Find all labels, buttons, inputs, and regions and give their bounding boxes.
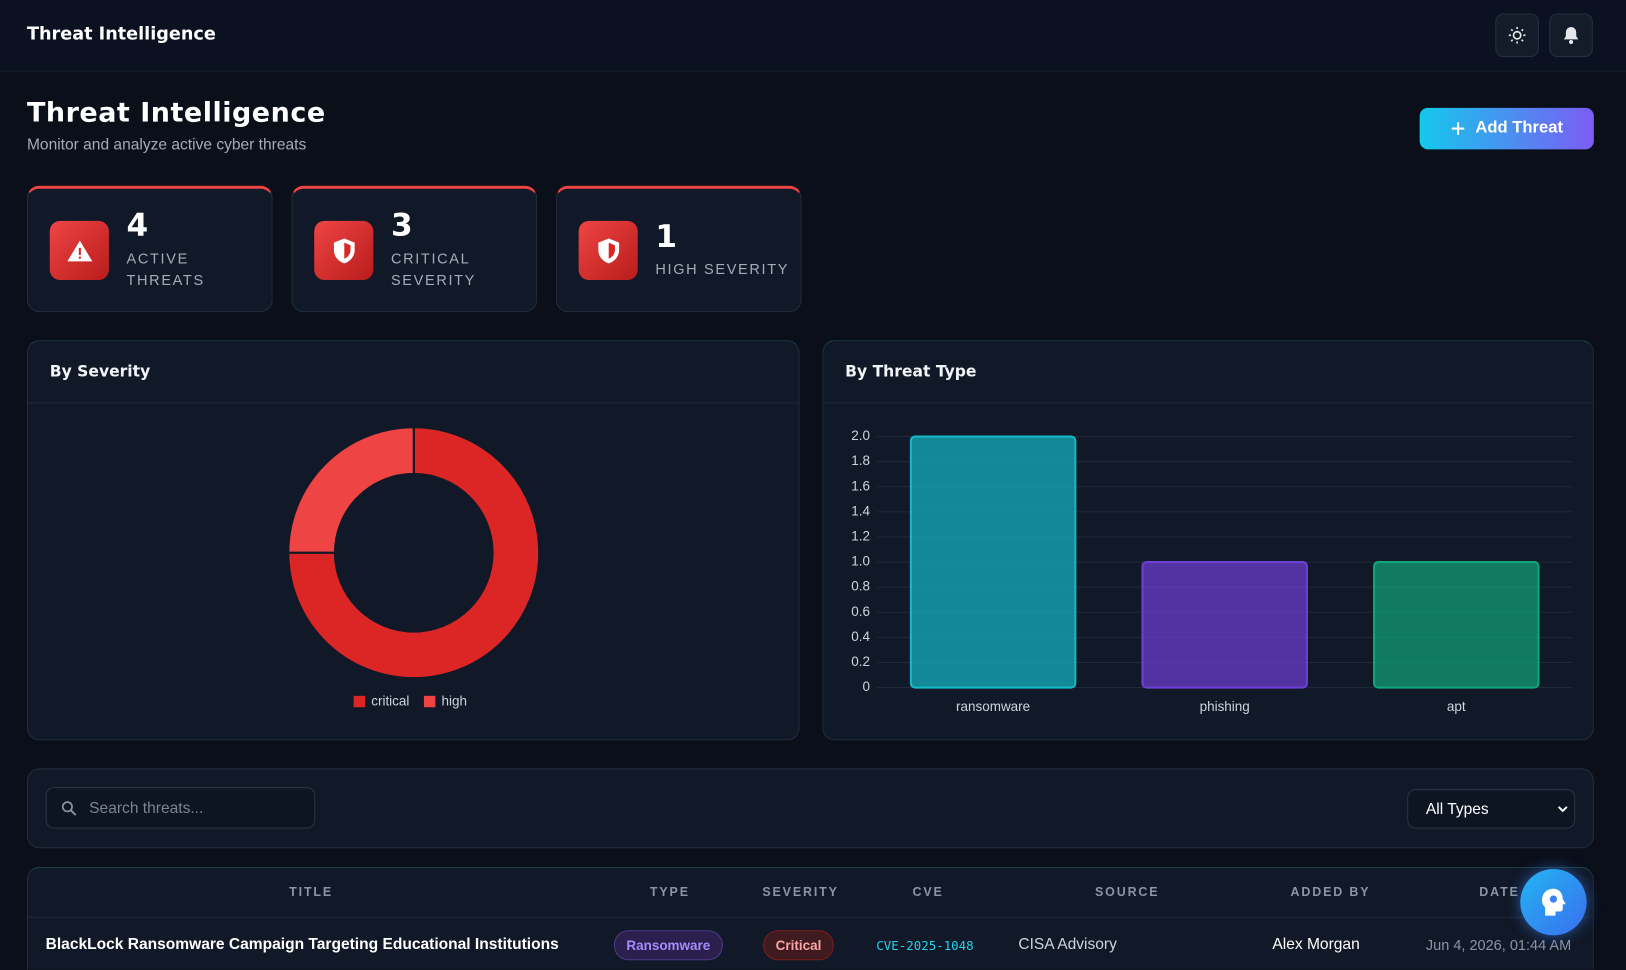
separator: [823, 402, 1593, 404]
column-header: TYPE: [649, 884, 690, 900]
y-tick-label: 1.0: [851, 554, 870, 569]
y-tick-label: 1.2: [851, 529, 870, 544]
panel-title: By Threat Type: [845, 361, 977, 381]
date: Jun 4, 2026, 01:44 AM: [1425, 936, 1572, 954]
select-value: All Types: [1425, 800, 1489, 819]
y-tick-label: 0.6: [851, 604, 870, 619]
legend-label: high: [442, 694, 467, 709]
assistant-icon: [1542, 888, 1566, 916]
legend-swatch: [353, 695, 366, 708]
stat-label-line: CRITICAL: [390, 249, 471, 267]
search-icon: [61, 801, 77, 816]
column-header: TITLE: [289, 884, 334, 900]
severity-badge: Critical: [763, 930, 834, 961]
shield-icon: [578, 220, 638, 280]
stat-label: ACTIVE THREATS: [127, 248, 205, 292]
y-tick-label: 0.8: [851, 579, 870, 594]
stat-card: 1 HIGH SEVERITY: [555, 185, 802, 313]
stat-value: 3: [390, 207, 413, 244]
warning-icon: [49, 220, 109, 280]
stat-label-line: THREATS: [126, 271, 205, 289]
x-tick-label: phishing: [1200, 699, 1250, 714]
y-tick-label: 0: [863, 679, 871, 694]
panel-title: By Severity: [49, 361, 151, 381]
add-threat-button[interactable]: Add Threat: [1419, 107, 1594, 150]
theme-toggle[interactable]: [1495, 13, 1539, 58]
shield-icon: [314, 220, 374, 280]
bar: [1373, 561, 1540, 689]
stat-value: 4: [126, 207, 149, 244]
search-placeholder: Search threats...: [89, 799, 204, 818]
type-select[interactable]: All Types: [1407, 789, 1576, 829]
donut-slice: [287, 426, 415, 554]
donut-slice: [287, 426, 541, 680]
y-tick-label: 1.8: [851, 453, 870, 468]
column-header: SEVERITY: [762, 884, 839, 900]
row-title: BlackLock Ransomware Campaign Targeting …: [45, 935, 559, 954]
notifications-button[interactable]: [1549, 13, 1593, 58]
legend-label: critical: [371, 694, 409, 709]
stat-label-line: HIGH SEVERITY: [655, 260, 790, 277]
page-subtitle: Monitor and analyze active cyber threats: [26, 135, 307, 154]
stat-value: 1: [655, 218, 678, 256]
bar-chart: 0 0.2 0.4 0.6 0.8 1.0 1.2 1.4 1.6 1.8 2.0 ransomwar…: [851, 428, 1573, 714]
x-tick-label: ransomware: [956, 699, 1030, 714]
filter-bar: Search threats... All Types: [26, 768, 1594, 849]
stat-card: 4 ACTIVE THREATS: [26, 185, 273, 313]
y-tick-label: 0.4: [851, 629, 870, 644]
added-by: Alex Morgan: [1272, 935, 1360, 954]
bell-icon: [1563, 26, 1579, 45]
page-title: Threat Intelligence: [26, 97, 326, 129]
x-tick-label: apt: [1447, 699, 1466, 714]
type-badge: Ransomware: [613, 930, 723, 961]
chevron: [1557, 806, 1568, 813]
column-header: DATE: [1479, 884, 1520, 900]
source: CISA Advisory: [1018, 935, 1117, 954]
donut-chart: critical high: [287, 426, 541, 709]
top-bar: Threat Intelligence: [0, 0, 1626, 72]
column-header: SOURCE: [1094, 884, 1160, 900]
column-header: CVE: [912, 884, 944, 900]
search-input[interactable]: Search threats...: [45, 787, 316, 829]
stat-label: CRITICAL SEVERITY: [391, 248, 476, 292]
bar: [1141, 561, 1308, 689]
severity-panel: By Severity critical high: [26, 340, 800, 741]
sun-icon: [1508, 26, 1526, 44]
header-separator: [27, 916, 1593, 918]
y-tick-label: 1.4: [851, 503, 870, 518]
y-tick-label: 2.0: [851, 428, 870, 443]
cve-id: CVE-2025-1048: [876, 938, 974, 954]
separator: [27, 402, 799, 404]
stat-card: 3 CRITICAL SEVERITY: [291, 185, 538, 313]
plus-icon: [1451, 122, 1465, 135]
stat-label-line: SEVERITY: [390, 271, 477, 289]
app-title: Threat Intelligence: [26, 23, 216, 45]
assistant-button[interactable]: [1520, 869, 1587, 936]
add-threat-label: Add Threat: [1475, 119, 1563, 137]
y-tick-label: 1.6: [851, 478, 870, 493]
stat-label: HIGH SEVERITY: [655, 258, 789, 280]
y-tick-label: 0.2: [851, 654, 870, 669]
stat-label-line: ACTIVE: [126, 249, 189, 267]
bar: [909, 435, 1077, 689]
column-header: ADDED BY: [1290, 884, 1371, 900]
legend-swatch: [423, 695, 436, 708]
type-panel: By Threat Type 0 0.2 0.4 0.6 0.8 1.0 1.2 1.4 1.6…: [822, 340, 1594, 741]
